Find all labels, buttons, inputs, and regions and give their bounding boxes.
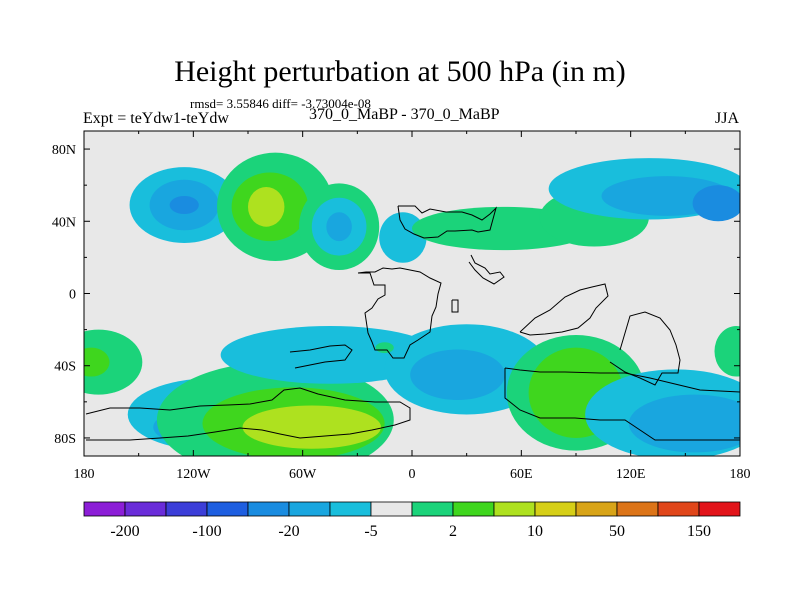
anomaly-region-31 [714, 326, 740, 377]
colorbar-label-7: 150 [687, 523, 711, 540]
colorbar-label-1: -100 [192, 523, 221, 540]
anomaly-region-7 [248, 186, 285, 227]
x-tick-label-4: 60E [510, 467, 533, 482]
coastline-misc [451, 299, 459, 313]
colorbar-swatch-12 [575, 501, 618, 517]
anomaly-region-10 [326, 212, 352, 242]
x-tick-label-6: 180 [730, 467, 751, 482]
colorbar-swatch-0 [83, 501, 126, 517]
colorbar-swatch-3 [206, 501, 249, 517]
colorbar-label-3: -5 [364, 523, 377, 540]
colorbar-label-2: -20 [278, 523, 299, 540]
coastline-peninsula [289, 344, 353, 369]
colorbar-label-6: 50 [609, 523, 625, 540]
experiment-label: Expt = teYdw1-teYdw [83, 110, 229, 127]
case-label: 370_0_MaBP - 370_0_MaBP [309, 106, 500, 123]
colorbar-swatch-8 [411, 501, 454, 517]
anomaly-region-17 [84, 329, 143, 395]
colorbar-label-0: -200 [110, 523, 139, 540]
x-tick-label-3: 0 [409, 467, 416, 482]
colorbar-swatch-1 [124, 501, 167, 517]
coastline-australia [609, 311, 681, 386]
colorbar-swatch-14 [657, 501, 700, 517]
coastline-antarctica-west [85, 387, 411, 441]
coastline-south-america [357, 267, 442, 359]
colorbar-swatch-10 [493, 501, 536, 517]
y-tick-label-0: 80N [52, 143, 76, 158]
colorbar-swatch-13 [616, 501, 659, 517]
y-tick-label-3: 40S [54, 360, 76, 375]
y-tick-label-1: 40N [52, 215, 76, 230]
y-tick-label-4: 80S [54, 432, 76, 447]
season-label: JJA [715, 110, 740, 127]
colorbar-swatch-6 [329, 501, 372, 517]
anomaly-region-4 [169, 196, 199, 215]
colorbar-label-4: 2 [449, 523, 457, 540]
colorbar-swatch-11 [534, 501, 577, 517]
colorbar-swatch-7 [370, 501, 413, 517]
colorbar-swatch-5 [288, 501, 331, 517]
chart-title: Height perturbation at 500 hPa (in m) [174, 55, 626, 88]
anomaly-region-16 [692, 185, 740, 222]
colorbar-swatch-15 [698, 501, 741, 517]
anomaly-region-23 [242, 405, 382, 449]
anomaly-region-18 [84, 347, 110, 377]
anomaly-region-26 [410, 349, 505, 401]
coastline-north-africa-europe [397, 205, 497, 239]
x-tick-label-2: 60W [289, 467, 317, 482]
colorbar-swatch-2 [165, 501, 208, 517]
coastline-africa-east [519, 283, 609, 336]
colorbar-swatch-4 [247, 501, 290, 517]
coastline-mideast [468, 254, 505, 285]
x-tick-label-1: 120W [176, 467, 211, 482]
x-tick-label-0: 180 [74, 467, 95, 482]
stats-line: rmsd= 3.55846 diff= -3.73004e-08 [190, 96, 371, 111]
anomaly-region-11 [379, 212, 427, 263]
colorbar-swatch-9 [452, 501, 495, 517]
anomaly-region-32 [375, 342, 394, 354]
anomaly-region-30 [628, 394, 740, 453]
y-tick-label-2: 0 [69, 288, 76, 303]
coastline-antarctica-east [504, 367, 740, 441]
colorbar-label-5: 10 [527, 523, 543, 540]
x-tick-label-5: 120E [616, 467, 646, 482]
